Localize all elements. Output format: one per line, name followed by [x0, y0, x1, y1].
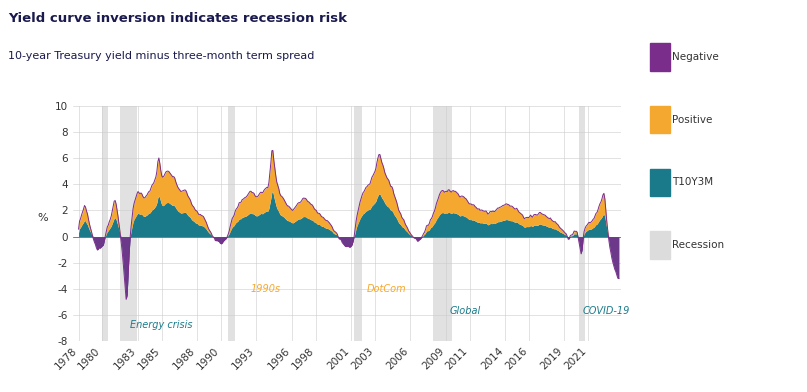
Text: Recession: Recession: [672, 240, 725, 250]
Text: T10Y3M: T10Y3M: [672, 177, 713, 187]
Bar: [353, 106, 362, 341]
Bar: [433, 106, 452, 341]
Text: 10-year Treasury yield minus three-month term spread: 10-year Treasury yield minus three-month…: [8, 51, 315, 61]
Text: DotCom: DotCom: [366, 283, 406, 294]
Bar: [102, 106, 108, 341]
Text: Energy crisis: Energy crisis: [129, 320, 192, 330]
Text: Yield curve inversion indicates recession risk: Yield curve inversion indicates recessio…: [8, 12, 347, 25]
Text: Global: Global: [449, 306, 481, 316]
Y-axis label: %: %: [37, 213, 48, 223]
Bar: [228, 106, 235, 341]
Bar: [579, 106, 584, 341]
Text: 1990s: 1990s: [250, 283, 281, 294]
Bar: [120, 106, 136, 341]
Text: Positive: Positive: [672, 114, 713, 125]
Text: COVID-19: COVID-19: [583, 306, 629, 316]
Text: Negative: Negative: [672, 52, 719, 62]
